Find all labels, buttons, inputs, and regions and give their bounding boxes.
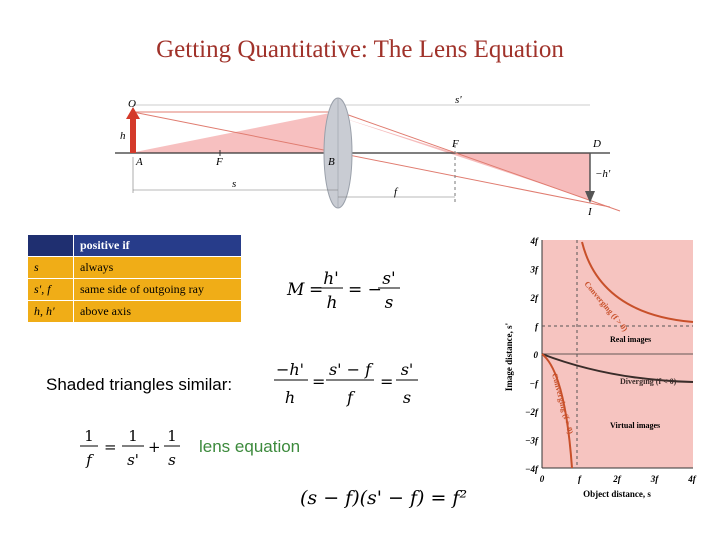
y-tick-labels: 4f 3f 2f f 0 −f −2f −3f −4f	[525, 236, 539, 474]
y-tick-label: 2f	[530, 293, 540, 303]
sim-den3: s	[403, 388, 411, 407]
sim-den2: f	[346, 388, 356, 407]
table-symbol: s', f	[27, 278, 74, 301]
x-tick-label: 3f	[650, 474, 660, 484]
x-tick-label: f	[578, 474, 582, 484]
label-B: B	[328, 156, 335, 168]
x-tick-label: 4f	[687, 474, 697, 484]
table-row: h, h' above axis	[27, 300, 242, 323]
sim-num3: s'	[401, 360, 414, 379]
label-h: h	[120, 130, 126, 142]
label-f: f	[394, 186, 399, 198]
y-tick-label: f	[535, 322, 539, 332]
table-symbol: h, h'	[27, 300, 74, 323]
sim-den1: h	[285, 388, 295, 407]
lens-equation: 1 f = 1 s' + 1 s	[80, 427, 180, 469]
eq-s: s	[385, 293, 394, 313]
y-axis-label: Image distance, s'	[504, 323, 514, 391]
converging-curve-upper	[581, 241, 694, 323]
real-images-label: Real images	[610, 335, 651, 344]
lens-den1: f	[85, 451, 94, 469]
converging-curve-lower	[541, 353, 573, 469]
table-meaning: above axis	[73, 300, 242, 323]
svg-text:+: +	[148, 438, 161, 456]
svg-text:=: =	[309, 280, 323, 300]
image-arrowhead	[585, 191, 595, 203]
sim-num2: s' − f	[329, 360, 374, 379]
y-tick-label: 0	[534, 350, 539, 360]
label-s-prime: s'	[455, 95, 462, 106]
svg-text:=: =	[312, 372, 325, 391]
eq-M: M	[286, 280, 305, 300]
table-header-row: positive if	[27, 234, 242, 257]
y-tick-label: 4f	[530, 236, 540, 246]
newton-equation: (s − f)(s' − f) = f²	[300, 487, 468, 509]
object-arrow	[130, 117, 136, 153]
label-F-back: F	[451, 138, 459, 150]
image-distance-graph: 4f 3f 2f f 0 −f −2f −3f −4f 0 f 2f 3f 4f Image dista…	[504, 236, 697, 499]
y-tick-label: 3f	[530, 265, 540, 275]
svg-text:=: =	[104, 438, 117, 456]
label-I: I	[587, 206, 593, 218]
table-row: s always	[27, 256, 242, 279]
label-s: s	[232, 178, 236, 190]
svg-text:= −: = −	[348, 280, 382, 300]
lens-den3: s	[168, 451, 176, 469]
table-meaning: same side of outgoing ray	[73, 278, 242, 301]
y-tick-label: −4f	[525, 464, 539, 474]
similar-triangles-label: Shaded triangles similar:	[46, 375, 233, 394]
svg-text:=: =	[380, 372, 393, 391]
parallel-ray-out	[339, 111, 621, 212]
table-symbol: s	[27, 256, 74, 279]
label-image-height: −h'	[595, 168, 611, 180]
object-arrowhead	[126, 107, 140, 119]
eq-h-prime: h'	[323, 269, 339, 289]
image-side-triangle	[340, 117, 590, 200]
table-meaning: always	[73, 256, 242, 279]
label-A: A	[135, 156, 143, 168]
x-tick-label: 0	[540, 474, 545, 484]
similar-triangles-equation: −h' h = s' − f f = s' s	[274, 360, 418, 407]
lens-num1: 1	[84, 427, 94, 445]
diverging-curve	[541, 353, 694, 383]
object-side-triangle	[130, 112, 335, 153]
table-header-blank	[27, 234, 74, 257]
lens-num3: 1	[167, 427, 177, 445]
table-row: s', f same side of outgoing ray	[27, 278, 242, 301]
y-tick-label: −f	[530, 379, 539, 389]
slide-title: Getting Quantitative: The Lens Equation	[156, 36, 564, 63]
lens-equation-label: lens equation	[199, 437, 301, 456]
x-axis-label: Object distance, s	[583, 489, 651, 499]
sign-convention-table: positive if s always s', f same side of …	[27, 234, 242, 323]
x-tick-label: 2f	[612, 474, 622, 484]
y-tick-label: −3f	[525, 436, 539, 446]
ray-diagram: O h A F B F D I −h' s s' f	[115, 95, 621, 218]
x-tick-labels: 0 f 2f 3f 4f	[540, 474, 697, 484]
eq-s-prime: s'	[382, 269, 395, 289]
lens-num2: 1	[128, 427, 138, 445]
eq-h: h	[327, 293, 338, 313]
sim-num1: −h'	[276, 360, 304, 379]
label-F-front: F	[215, 156, 223, 168]
magnification-equation: M = h' h = − s' s	[286, 269, 400, 313]
label-O: O	[128, 98, 136, 110]
label-D: D	[592, 138, 601, 150]
chief-ray	[132, 111, 611, 208]
virtual-images-label: Virtual images	[610, 421, 660, 430]
diverging-label: Diverging (f < 0)	[620, 377, 677, 386]
table-header: positive if	[73, 234, 242, 257]
y-tick-label: −2f	[525, 407, 539, 417]
lens-den2: s'	[127, 451, 139, 469]
